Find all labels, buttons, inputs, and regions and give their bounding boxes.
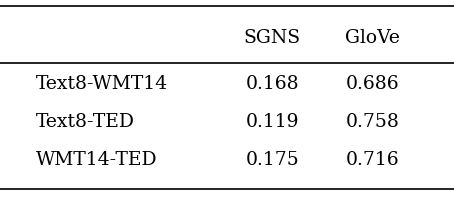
Text: 0.686: 0.686: [345, 75, 399, 93]
Text: Text8-WMT14: Text8-WMT14: [36, 75, 168, 93]
Text: GloVe: GloVe: [345, 29, 400, 47]
Text: 0.758: 0.758: [345, 113, 399, 131]
Text: 0.119: 0.119: [246, 113, 299, 131]
Text: Text8-TED: Text8-TED: [36, 113, 135, 131]
Text: 0.716: 0.716: [345, 151, 399, 169]
Text: WMT14-TED: WMT14-TED: [36, 151, 158, 169]
Text: SGNS: SGNS: [244, 29, 301, 47]
Text: 0.175: 0.175: [246, 151, 299, 169]
Text: 0.168: 0.168: [246, 75, 299, 93]
